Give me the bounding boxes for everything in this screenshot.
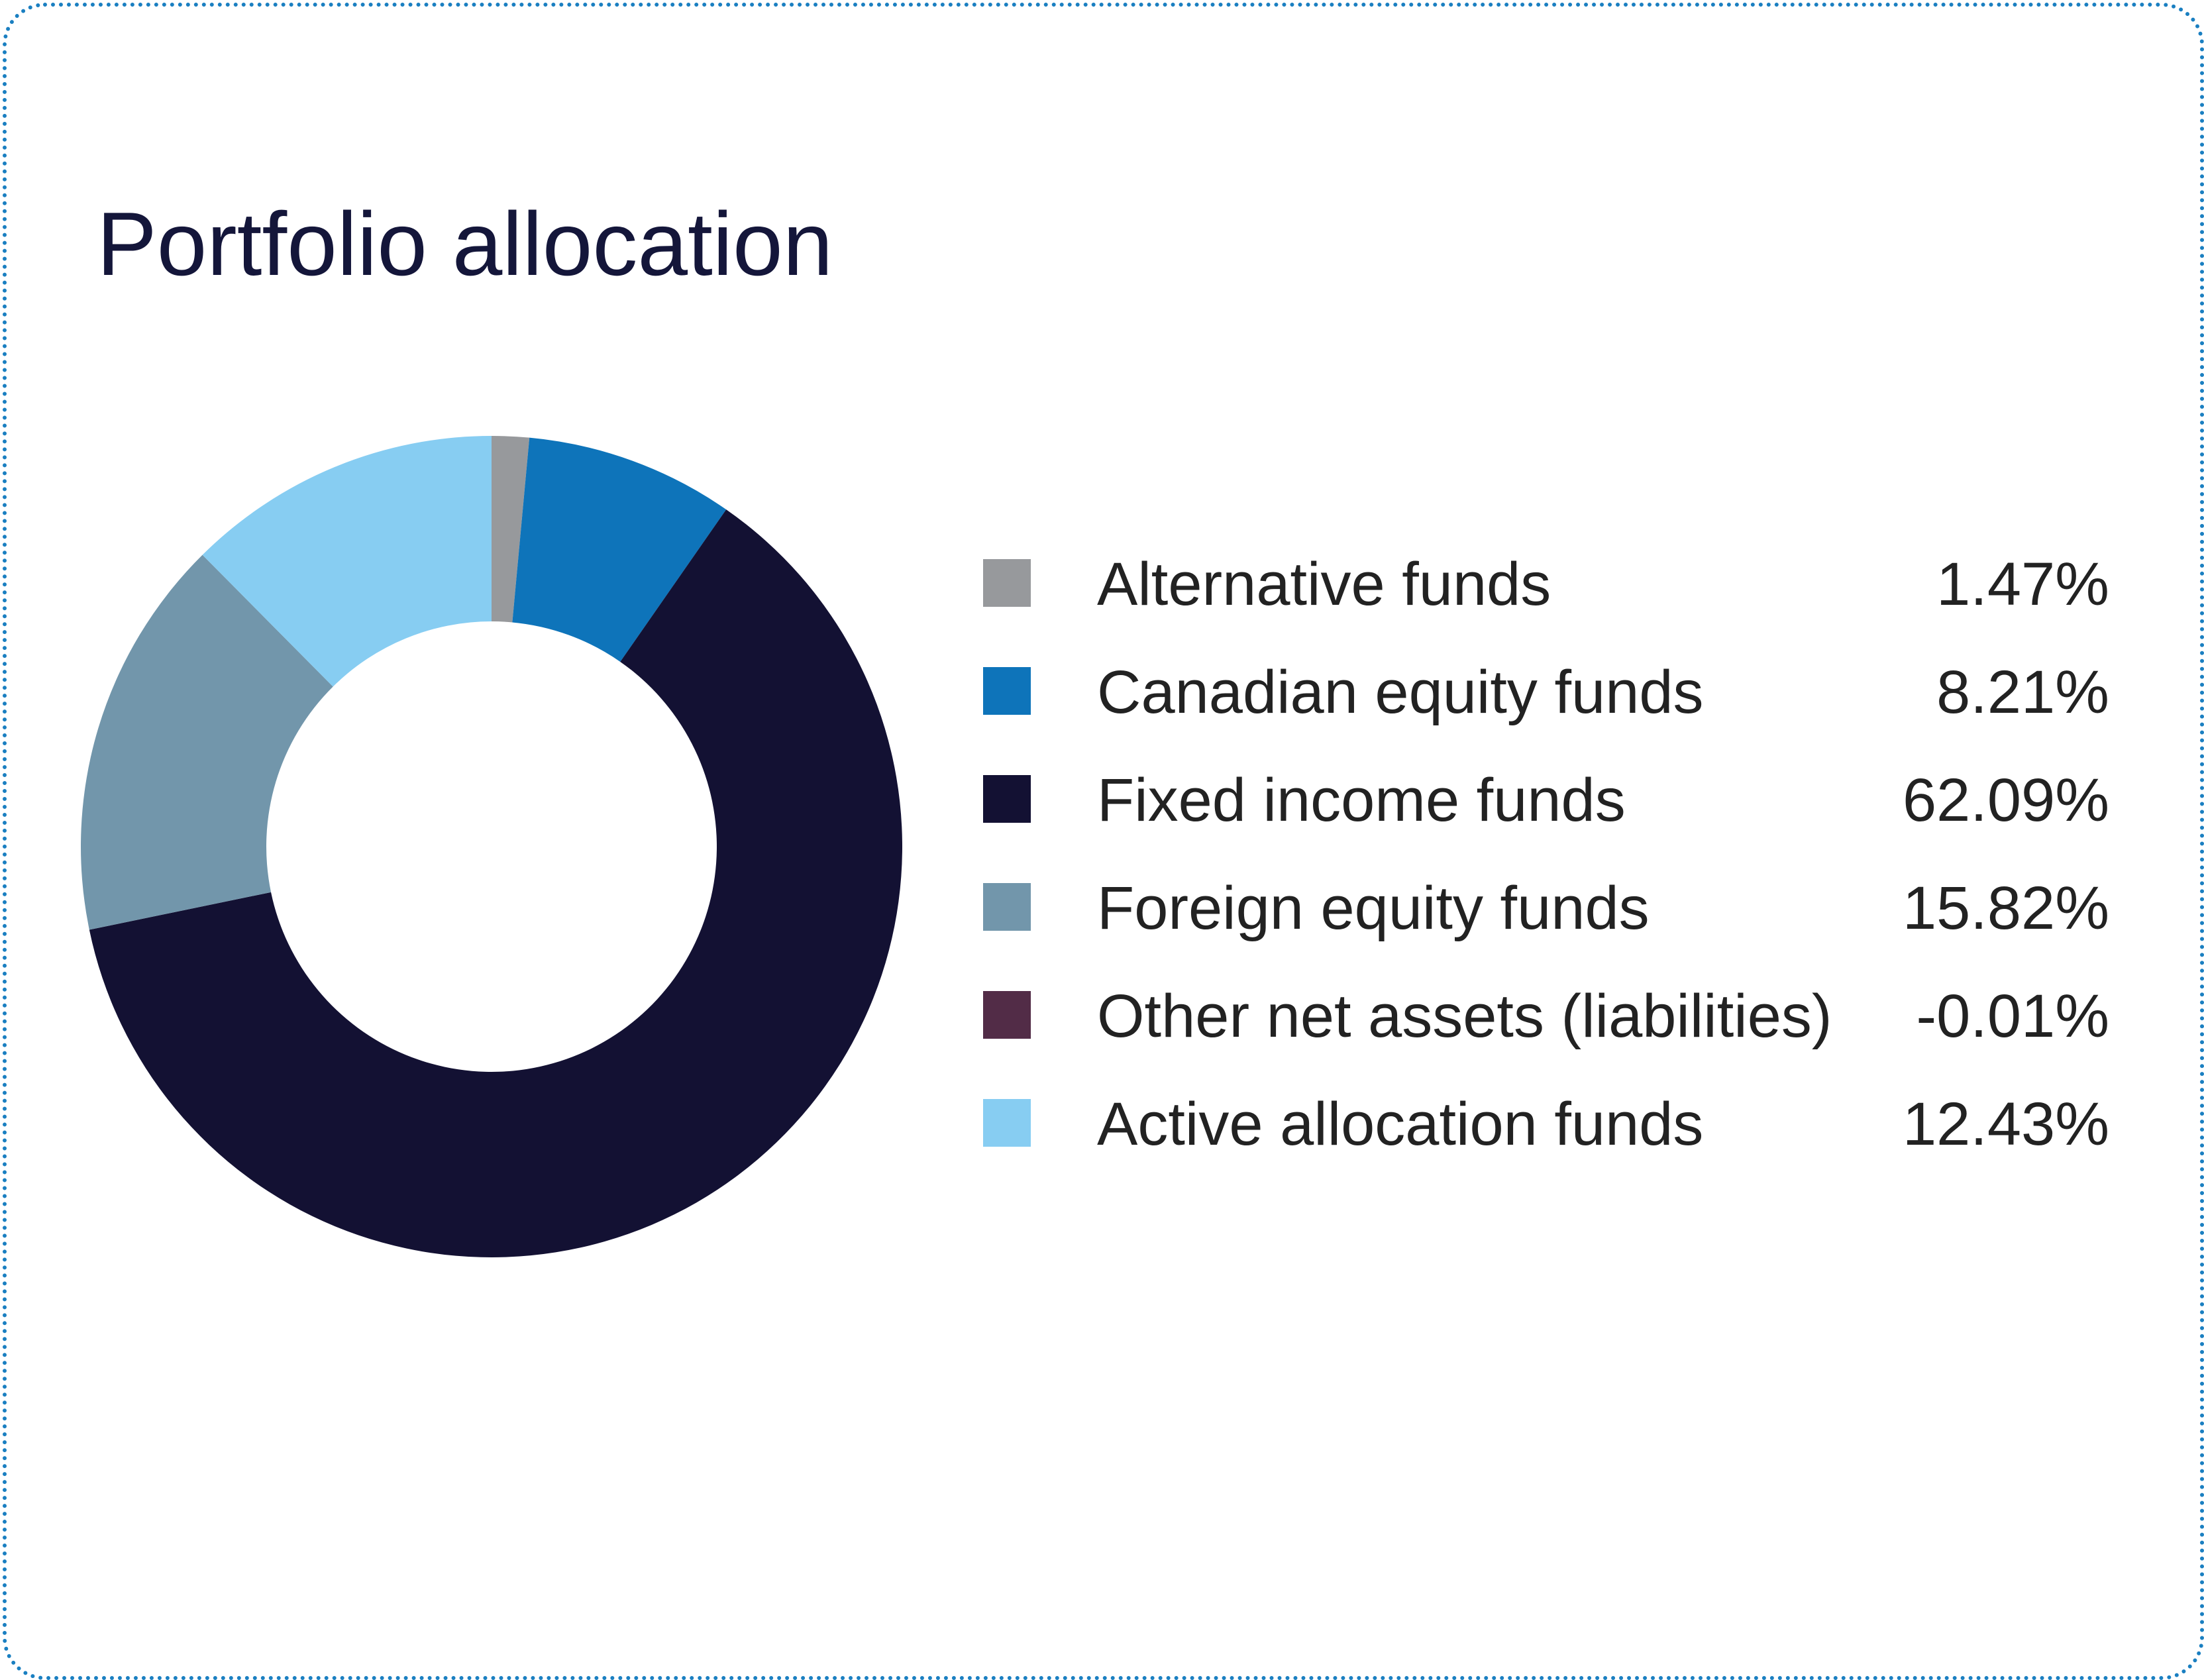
legend-swatch xyxy=(983,883,1031,931)
legend-item-foreign-equity-funds: Foreign equity funds 15.82% xyxy=(983,854,2109,962)
legend-label: Fixed income funds xyxy=(1097,766,1626,834)
legend-value: 62.09% xyxy=(1902,766,2109,834)
legend-value: -0.01% xyxy=(1916,982,2110,1050)
chart-title: Portfolio allocation xyxy=(97,193,833,294)
legend-item-alternative-funds: Alternative funds 1.47% xyxy=(983,530,2109,638)
legend-swatch xyxy=(983,991,1031,1039)
legend: Alternative funds 1.47% Canadian equity … xyxy=(983,530,2109,1178)
legend-label: Active allocation funds xyxy=(1097,1090,1704,1158)
legend-value: 15.82% xyxy=(1902,874,2109,942)
legend-swatch xyxy=(983,1099,1031,1147)
legend-label: Other net assets (liabilities) xyxy=(1097,982,1832,1050)
legend-value: 8.21% xyxy=(1936,658,2109,726)
legend-label: Canadian equity funds xyxy=(1097,658,1704,726)
legend-swatch xyxy=(983,667,1031,715)
legend-item-other-net-assets: Other net assets (liabilities) -0.01% xyxy=(983,962,2109,1070)
legend-value: 12.43% xyxy=(1902,1090,2109,1158)
legend-item-canadian-equity-funds: Canadian equity funds 8.21% xyxy=(983,638,2109,746)
legend-swatch xyxy=(983,559,1031,607)
legend-label: Foreign equity funds xyxy=(1097,874,1650,942)
legend-label: Alternative funds xyxy=(1097,551,1551,618)
legend-item-active-allocation-funds: Active allocation funds 12.43% xyxy=(983,1070,2109,1178)
legend-value: 1.47% xyxy=(1936,551,2109,618)
legend-item-fixed-income-funds: Fixed income funds 62.09% xyxy=(983,746,2109,854)
legend-swatch xyxy=(983,775,1031,823)
